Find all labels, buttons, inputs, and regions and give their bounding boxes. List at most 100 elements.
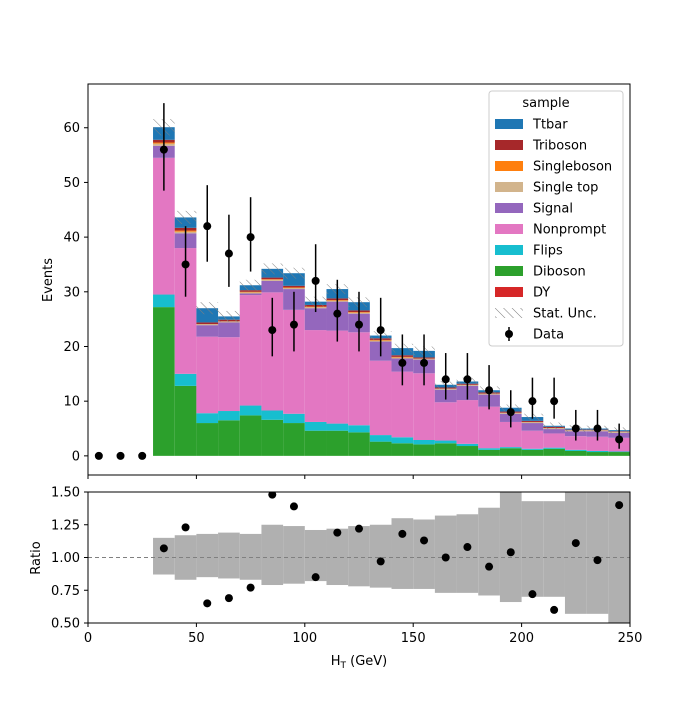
- ratio-band-segment: [196, 533, 219, 578]
- bar-nonprompt: [283, 309, 305, 414]
- stat-unc-hatch: [239, 279, 262, 291]
- data-point: [289, 320, 298, 329]
- bar-diboson: [478, 449, 500, 456]
- bar-diboson: [586, 452, 609, 456]
- ratio-point: [181, 523, 190, 532]
- bar-nonprompt: [478, 406, 500, 449]
- bar-nonprompt: [434, 402, 457, 441]
- ratio-band-segment: [478, 507, 500, 596]
- ratio-point: [268, 492, 277, 499]
- ratio-band-segment: [326, 528, 349, 586]
- data-point: [138, 451, 147, 460]
- main-y-tick-label: 60: [63, 121, 80, 136]
- stat-unc-hatch: [218, 310, 240, 322]
- data-point: [224, 249, 233, 258]
- data-point: [333, 309, 342, 318]
- legend-label-triboson: Triboson: [532, 139, 587, 154]
- ratio-point: [506, 548, 515, 557]
- x-axis-label-subscript: T: [340, 661, 347, 671]
- ratio-y-tick-label: 0.75: [51, 584, 80, 599]
- ratio-panel: 0.50 0.75 1.00 1.25 1.50 0 50 100 150 200 250 Rat…: [29, 486, 642, 672]
- data-point: [246, 233, 255, 242]
- bar-flips: [564, 449, 587, 451]
- bar-flips: [218, 411, 240, 421]
- ratio-x-tick-label: 50: [188, 631, 205, 646]
- ratio-point: [463, 543, 472, 552]
- ratio-x-tick-label: 200: [509, 631, 534, 646]
- ratio-y-axis-ticks: 0.50 0.75 1.00 1.25 1.50: [51, 486, 88, 632]
- bar-flips: [283, 413, 305, 424]
- bar-signal: [521, 423, 544, 431]
- legend-title: sample: [522, 96, 569, 111]
- data-point: [550, 397, 559, 406]
- ratio-x-tick-label: 0: [84, 631, 92, 646]
- ratio-y-tick-label: 1.00: [51, 551, 80, 566]
- data-point: [94, 451, 103, 460]
- stat-unc-hatch: [174, 210, 197, 224]
- bar-triboson: [521, 420, 544, 422]
- bar-diboson: [304, 430, 327, 456]
- main-y-axis-ticks: 0 10 20 30 40 50 60: [63, 121, 88, 464]
- ratio-y-tick-label: 1.50: [51, 486, 80, 501]
- bar-diboson: [196, 423, 219, 456]
- bar-flips: [196, 413, 219, 424]
- bar-flips: [608, 451, 630, 453]
- data-point: [355, 320, 363, 329]
- ratio-point: [593, 556, 602, 565]
- ratio-point: [224, 594, 233, 603]
- bar-diboson: [239, 415, 262, 456]
- stat-unc-hatch: [261, 263, 284, 275]
- bar-diboson: [391, 443, 414, 456]
- x-axis-label: HT (GeV): [331, 654, 388, 671]
- main-y-axis-label: Events: [41, 258, 56, 302]
- main-x-axis-ticks: [87, 475, 631, 479]
- ratio-y-tick-label: 1.25: [51, 518, 80, 533]
- ratio-band-segment: [543, 501, 565, 597]
- main-y-tick-label: 30: [63, 285, 80, 300]
- bar-diboson: [521, 449, 544, 456]
- bar-flips: [586, 450, 609, 453]
- ratio-x-tick-label: 100: [292, 631, 317, 646]
- bar-signal: [218, 322, 240, 338]
- bar-flips: [434, 440, 457, 444]
- legend-label-singleboson: Singleboson: [533, 160, 612, 175]
- bar-singleboson: [283, 287, 305, 288]
- main-plot-frame: [87, 83, 631, 476]
- stat-unc-hatch: [283, 267, 305, 279]
- legend-swatch-dy: [495, 287, 523, 297]
- ratio-point: [420, 536, 429, 545]
- ratio-band-segment: [239, 533, 262, 580]
- legend-swatch-triboson: [495, 140, 523, 150]
- legend-swatch-data: [505, 330, 513, 338]
- bar-nonprompt: [304, 330, 327, 422]
- data-point: [463, 375, 472, 384]
- bar-signal: [543, 429, 565, 434]
- bar-single-top: [283, 287, 305, 290]
- legend-label-dy: DY: [533, 286, 550, 301]
- ratio-point: [528, 590, 537, 599]
- legend-label-data: Data: [533, 328, 564, 343]
- legend-label-stat-unc-: Stat. Unc.: [533, 307, 597, 322]
- bar-flips: [239, 405, 262, 416]
- data-point: [203, 222, 212, 231]
- ratio-band-segment: [304, 529, 327, 582]
- bar-nonprompt: [521, 430, 544, 449]
- bar-diboson: [564, 450, 587, 456]
- main-y-tick-label: 0: [72, 449, 80, 464]
- data-point: [376, 326, 385, 335]
- ratio-band-segment: [261, 524, 284, 586]
- data-point: [593, 424, 602, 433]
- bar-triboson: [261, 277, 284, 280]
- bar-signal: [196, 325, 219, 337]
- ratio-band-segment: [174, 535, 197, 580]
- ratio-point: [289, 502, 298, 511]
- main-y-tick-label: 40: [63, 231, 80, 246]
- data-point: [571, 424, 580, 433]
- bar-flips: [456, 443, 479, 447]
- ratio-point: [333, 528, 342, 537]
- data-point: [398, 358, 407, 367]
- bar-nonprompt: [153, 157, 175, 295]
- bar-flips: [543, 447, 565, 449]
- bar-flips: [261, 410, 284, 420]
- bar-single-top: [261, 279, 284, 281]
